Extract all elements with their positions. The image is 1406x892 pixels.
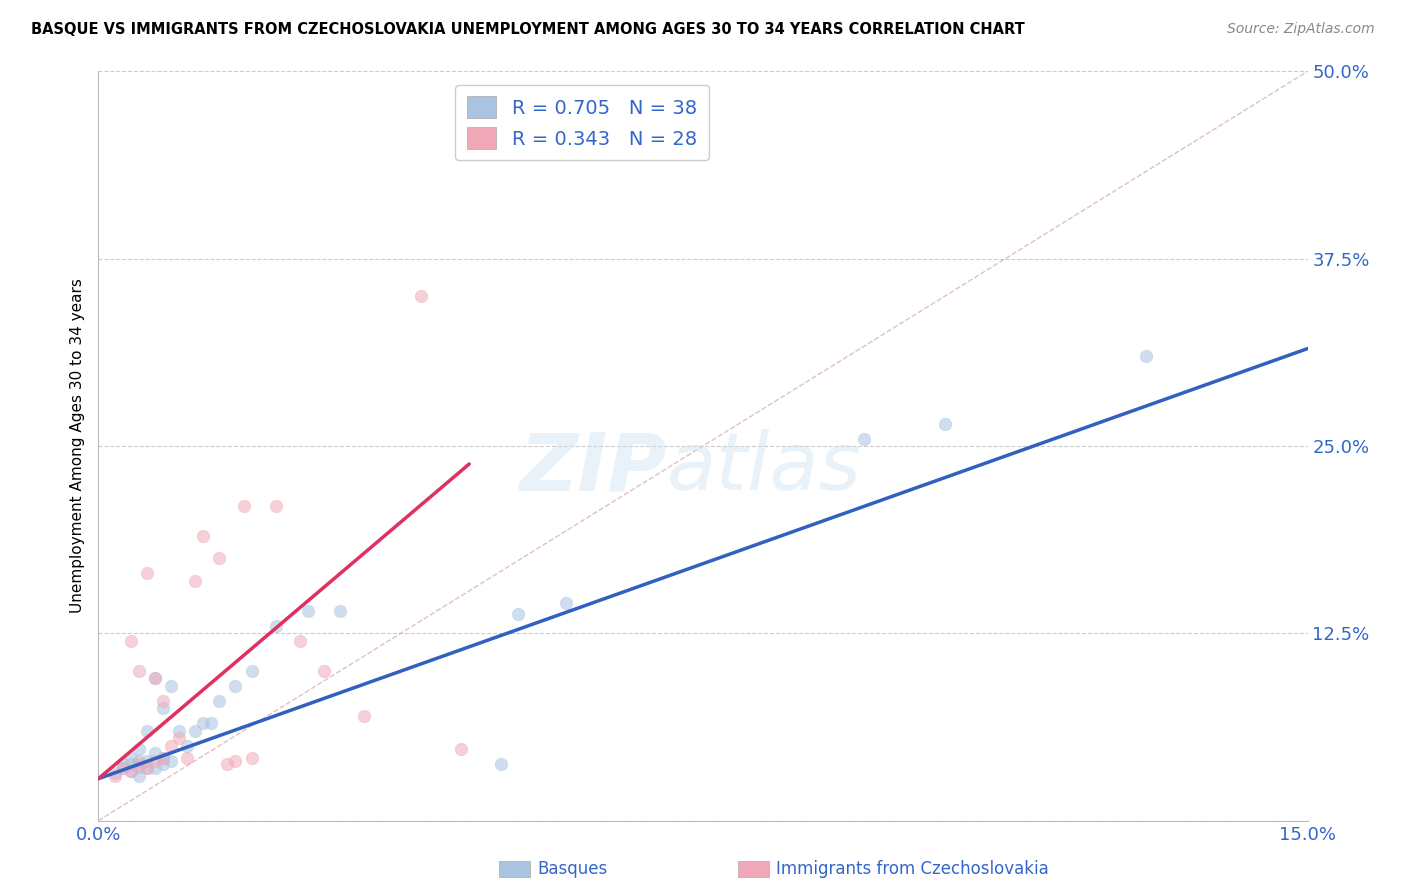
Point bbox=[128, 664, 150, 678]
Point bbox=[152, 694, 174, 708]
Point bbox=[193, 529, 215, 543]
Point bbox=[217, 756, 239, 771]
Point bbox=[167, 723, 190, 738]
Point bbox=[240, 750, 263, 764]
Point bbox=[120, 764, 142, 779]
Text: Source: ZipAtlas.com: Source: ZipAtlas.com bbox=[1227, 22, 1375, 37]
Point bbox=[409, 289, 432, 303]
Point bbox=[264, 499, 287, 513]
Point bbox=[135, 754, 157, 768]
Point bbox=[160, 739, 183, 753]
Text: Basques: Basques bbox=[537, 860, 607, 878]
Point bbox=[135, 761, 157, 775]
Point bbox=[160, 679, 183, 693]
Point bbox=[143, 671, 166, 685]
Point bbox=[208, 551, 231, 566]
Point bbox=[491, 756, 513, 771]
Point bbox=[120, 764, 142, 779]
Point bbox=[224, 754, 246, 768]
Point bbox=[288, 633, 311, 648]
Point bbox=[143, 761, 166, 775]
Point bbox=[176, 739, 198, 753]
Point bbox=[120, 633, 142, 648]
Point bbox=[128, 741, 150, 756]
Text: Immigrants from Czechoslovakia: Immigrants from Czechoslovakia bbox=[776, 860, 1049, 878]
Point bbox=[297, 604, 319, 618]
Point bbox=[264, 619, 287, 633]
Point bbox=[853, 432, 876, 446]
Text: atlas: atlas bbox=[666, 429, 862, 508]
Point bbox=[176, 750, 198, 764]
Point bbox=[103, 765, 125, 780]
Point bbox=[128, 756, 150, 771]
Point bbox=[329, 604, 352, 618]
Text: BASQUE VS IMMIGRANTS FROM CZECHOSLOVAKIA UNEMPLOYMENT AMONG AGES 30 TO 34 YEARS : BASQUE VS IMMIGRANTS FROM CZECHOSLOVAKIA… bbox=[31, 22, 1025, 37]
Point bbox=[128, 754, 150, 768]
Point bbox=[135, 761, 157, 775]
Point bbox=[143, 754, 166, 768]
Point bbox=[152, 750, 174, 764]
Point bbox=[314, 664, 336, 678]
Point bbox=[120, 750, 142, 764]
Point bbox=[128, 760, 150, 774]
Point bbox=[232, 499, 254, 513]
Text: ZIP: ZIP bbox=[519, 429, 666, 508]
Point bbox=[152, 750, 174, 764]
Point bbox=[506, 607, 529, 621]
Y-axis label: Unemployment Among Ages 30 to 34 years: Unemployment Among Ages 30 to 34 years bbox=[69, 278, 84, 614]
Point bbox=[200, 716, 222, 731]
Point bbox=[103, 769, 125, 783]
Point bbox=[193, 716, 215, 731]
Point bbox=[184, 574, 207, 588]
Point bbox=[143, 746, 166, 760]
Legend: R = 0.705   N = 38, R = 0.343   N = 28: R = 0.705 N = 38, R = 0.343 N = 28 bbox=[456, 85, 709, 161]
Point bbox=[240, 664, 263, 678]
Point bbox=[135, 723, 157, 738]
Point bbox=[1135, 349, 1157, 363]
Point bbox=[152, 701, 174, 715]
Point bbox=[111, 756, 134, 771]
Point bbox=[160, 754, 183, 768]
Point bbox=[208, 694, 231, 708]
Point bbox=[353, 708, 375, 723]
Point bbox=[128, 769, 150, 783]
Point bbox=[120, 756, 142, 771]
Point bbox=[555, 596, 578, 610]
Point bbox=[224, 679, 246, 693]
Point bbox=[135, 566, 157, 581]
Point bbox=[143, 671, 166, 685]
Point bbox=[152, 756, 174, 771]
Point bbox=[111, 761, 134, 775]
Point bbox=[934, 417, 956, 431]
Point bbox=[111, 761, 134, 775]
Point bbox=[184, 723, 207, 738]
Point bbox=[167, 731, 190, 746]
Point bbox=[450, 741, 472, 756]
